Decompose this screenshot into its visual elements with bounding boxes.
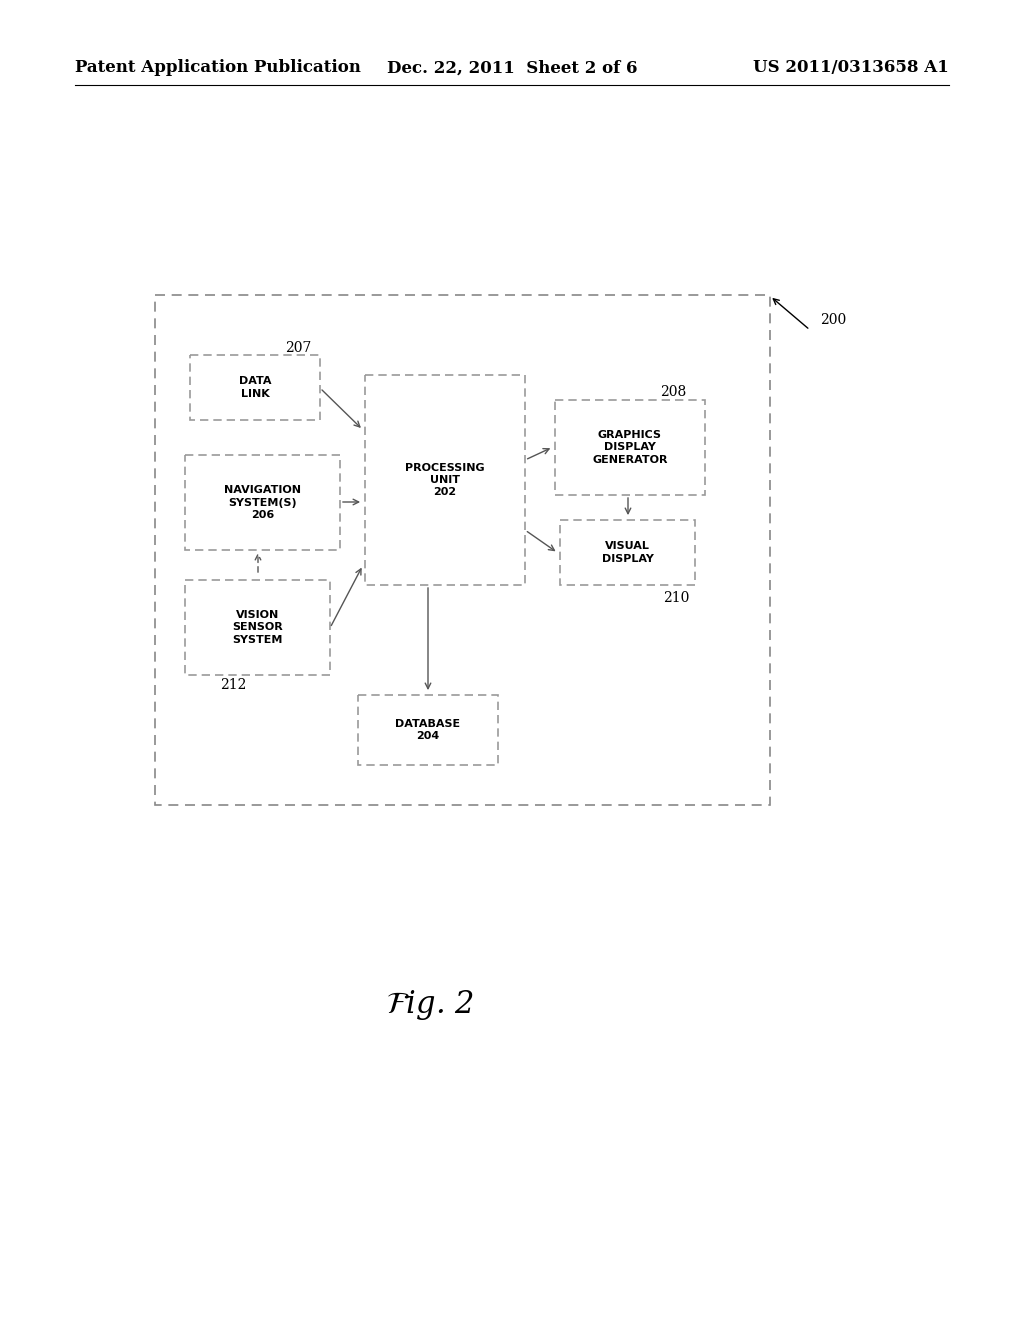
- Text: LINK: LINK: [241, 388, 269, 399]
- Bar: [185, 455, 340, 550]
- Text: VISION: VISION: [236, 610, 280, 620]
- Text: DATABASE: DATABASE: [395, 719, 461, 729]
- Text: DISPLAY: DISPLAY: [601, 553, 653, 564]
- Bar: [190, 355, 319, 420]
- Text: 207: 207: [285, 341, 311, 355]
- Text: 212: 212: [220, 678, 247, 692]
- Text: NAVIGATION: NAVIGATION: [224, 486, 301, 495]
- Bar: [365, 375, 525, 585]
- Text: Dec. 22, 2011  Sheet 2 of 6: Dec. 22, 2011 Sheet 2 of 6: [387, 59, 637, 77]
- Text: SENSOR: SENSOR: [232, 623, 283, 632]
- Text: 210: 210: [663, 591, 689, 605]
- Text: SYSTEM: SYSTEM: [232, 635, 283, 645]
- Text: SYSTEM(S): SYSTEM(S): [228, 498, 297, 507]
- Bar: [185, 579, 330, 675]
- Text: $\mathcal{F}$ig. 2: $\mathcal{F}$ig. 2: [386, 987, 474, 1022]
- Text: UNIT: UNIT: [430, 475, 460, 484]
- Text: 202: 202: [433, 487, 457, 498]
- Text: 200: 200: [820, 313, 846, 327]
- Bar: [155, 294, 770, 805]
- Text: PROCESSING: PROCESSING: [406, 462, 484, 473]
- Text: 206: 206: [251, 510, 274, 520]
- Text: GRAPHICS: GRAPHICS: [598, 430, 662, 440]
- Text: DISPLAY: DISPLAY: [604, 442, 656, 453]
- Text: 204: 204: [417, 731, 439, 742]
- Text: VISUAL: VISUAL: [605, 541, 650, 552]
- Bar: [560, 520, 695, 585]
- Bar: [555, 400, 705, 495]
- Text: DATA: DATA: [239, 376, 271, 387]
- Text: 208: 208: [660, 385, 686, 399]
- Bar: [358, 696, 498, 766]
- Text: GENERATOR: GENERATOR: [592, 455, 668, 465]
- Text: US 2011/0313658 A1: US 2011/0313658 A1: [754, 59, 949, 77]
- Text: Patent Application Publication: Patent Application Publication: [75, 59, 360, 77]
